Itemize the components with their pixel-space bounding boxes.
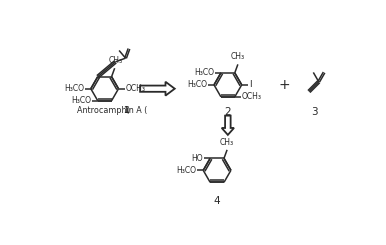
Text: 3: 3 bbox=[312, 107, 318, 117]
Text: +: + bbox=[278, 78, 290, 92]
Text: 4: 4 bbox=[214, 196, 220, 206]
Text: CH₃: CH₃ bbox=[108, 56, 122, 65]
Text: OCH₃: OCH₃ bbox=[125, 84, 146, 93]
Text: H₃CO: H₃CO bbox=[176, 166, 196, 175]
Text: H₃CO: H₃CO bbox=[64, 84, 84, 93]
Text: Antrocamphin A (: Antrocamphin A ( bbox=[77, 106, 147, 115]
Text: H₃CO: H₃CO bbox=[71, 96, 91, 105]
Text: OCH₃: OCH₃ bbox=[242, 92, 262, 101]
Text: ): ) bbox=[126, 106, 129, 115]
Text: HO: HO bbox=[191, 154, 203, 163]
Text: CH₃: CH₃ bbox=[231, 52, 245, 61]
Text: CH₃: CH₃ bbox=[220, 138, 234, 147]
Text: 1: 1 bbox=[123, 106, 128, 115]
Text: H₃CO: H₃CO bbox=[187, 80, 207, 89]
Text: I: I bbox=[249, 80, 252, 89]
Text: 2: 2 bbox=[225, 107, 231, 117]
Text: H₃CO: H₃CO bbox=[194, 68, 214, 77]
